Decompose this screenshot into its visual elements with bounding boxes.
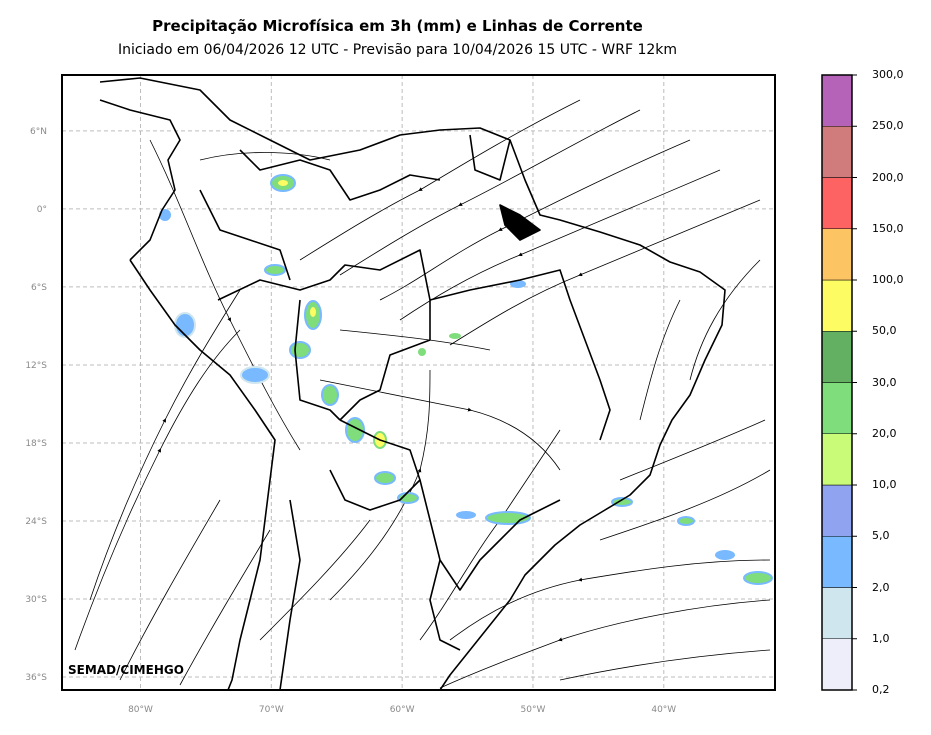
map-title: Precipitação Microfísica em 3h (mm) e Li…: [152, 17, 643, 35]
streamline: [439, 599, 771, 689]
streamline: [74, 329, 241, 651]
axis-ticks: 80°W 70°W 60°W 50°W 40°W 6°N 0° 6°S 12°S 18°S 24°S…: [25, 127, 676, 715]
colorbar-segment: [821, 74, 853, 127]
map-frame: [61, 74, 776, 691]
colorbar-segment: [821, 433, 853, 486]
colorbar-segment: [821, 638, 853, 691]
border: [239, 149, 441, 201]
streamline: [619, 419, 766, 481]
colorbar-label: 100,0: [872, 273, 904, 286]
colorbar-label: 2,0: [872, 580, 890, 594]
colorbar-label: 20,0: [872, 426, 897, 440]
streamline: [339, 329, 491, 351]
lat-tick-label: 18°S: [25, 439, 47, 449]
lat-tick-label: 6°S: [31, 283, 47, 293]
border: [429, 559, 461, 651]
colorbar-segment: [821, 382, 853, 434]
colorbar-segment: [821, 536, 853, 588]
streamline: [319, 379, 561, 471]
streamline: [599, 469, 771, 541]
border: [279, 499, 301, 690]
lon-tick-label: 60°W: [390, 705, 415, 715]
streamline: [449, 559, 771, 641]
streamline: [559, 649, 771, 681]
border: [419, 479, 561, 591]
colorbar-label: 0,2: [872, 683, 890, 696]
border: [294, 299, 341, 421]
colorbar-label: 200,0: [872, 170, 904, 184]
colorbar-segment: [821, 484, 853, 537]
lat-tick-label: 6°N: [30, 127, 47, 137]
colorbar-label: 150,0: [872, 221, 904, 235]
south-america-coastline: [99, 77, 726, 690]
streamline: [179, 529, 271, 686]
lon-tick-label: 40°W: [651, 705, 676, 715]
map-background: [62, 75, 775, 690]
colorbar-label: 50,0: [872, 324, 897, 338]
streamline: [259, 519, 371, 641]
colorbar-label: 5,0: [872, 529, 890, 543]
streamline: [689, 259, 761, 381]
lat-tick-label: 0°: [37, 205, 47, 215]
border: [329, 419, 421, 511]
lat-tick-label: 12°S: [25, 361, 47, 371]
streamline: [329, 369, 431, 601]
colorbar-label: 30,0: [872, 375, 897, 389]
streamline: [199, 152, 331, 161]
colorbar-label: 300,0: [872, 68, 904, 81]
credit-label: SEMAD/CIMEHGO: [68, 663, 184, 677]
colorbar-segment: [821, 126, 853, 178]
colorbar-label: 1,0: [872, 631, 890, 645]
lat-tick-label: 30°S: [25, 595, 47, 605]
colorbar-segment: [821, 279, 853, 332]
streamline: [639, 299, 681, 421]
country-borders: [99, 77, 726, 690]
map-subtitle: Iniciado em 06/04/2026 12 UTC - Previsão…: [117, 42, 678, 58]
border: [429, 269, 611, 441]
colorbar-segment: [821, 587, 853, 639]
colorbar-segment: [821, 228, 853, 281]
streamline: [399, 169, 721, 321]
lat-tick-label: 24°S: [25, 517, 47, 527]
lon-tick-label: 50°W: [521, 705, 546, 715]
border: [199, 189, 291, 281]
streamline: [89, 289, 241, 601]
colorbar-segment: [821, 331, 853, 383]
graticule: [62, 75, 775, 690]
colorbar-label: 10,0: [872, 478, 897, 491]
border: [499, 204, 541, 241]
colorbar: [821, 74, 857, 691]
streamline: [299, 99, 581, 261]
lon-tick-label: 80°W: [128, 705, 153, 715]
streamlines: [74, 99, 771, 689]
colorbar-label: 250,0: [872, 119, 904, 133]
streamline: [339, 109, 641, 276]
border: [469, 134, 511, 181]
streamline: [449, 199, 761, 346]
streamline: [119, 499, 221, 681]
colorbar-segment: [821, 177, 853, 229]
border: [217, 249, 431, 421]
lon-tick-label: 70°W: [259, 705, 284, 715]
lat-tick-label: 36°S: [25, 673, 47, 683]
